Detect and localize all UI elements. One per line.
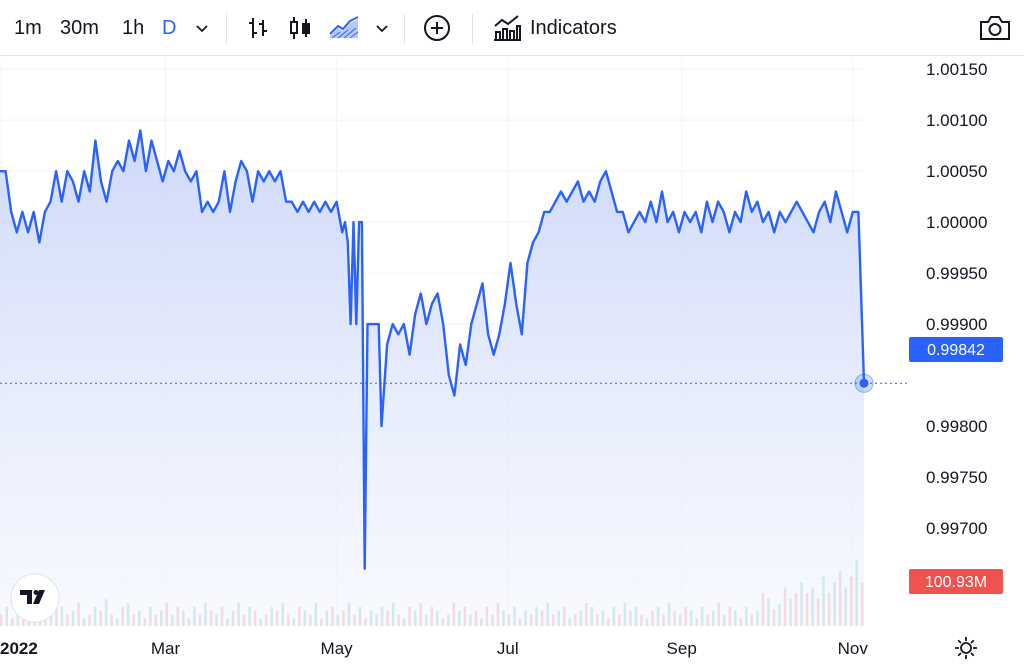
y-tick-label: 0.99800	[926, 417, 987, 436]
x-tick-label: Jul	[497, 639, 519, 658]
y-tick-label: 1.00150	[926, 60, 987, 79]
chevron-down-icon	[376, 25, 388, 33]
price-chart[interactable]: 1.00150 1.00100 1.00050 1.00000 0.99950 0.999…	[0, 56, 1024, 665]
y-tick-label: 1.00050	[926, 162, 987, 181]
interval-1h-button[interactable]: 1h	[122, 16, 145, 39]
x-tick-label: Sep	[667, 639, 697, 658]
y-tick-label: 0.99700	[926, 519, 987, 538]
y-tick-label: 0.99950	[926, 264, 987, 283]
chevron-down-icon	[196, 25, 208, 33]
last-price-marker	[859, 378, 869, 388]
interval-30m-button[interactable]: 30m	[60, 16, 99, 39]
price-area-fill	[0, 130, 864, 626]
toolbar-divider	[472, 14, 473, 44]
svg-text:100.93M: 100.93M	[925, 574, 987, 591]
volume-label: 100.93M	[909, 569, 1003, 594]
bar-chart-type-button[interactable]	[244, 0, 272, 56]
bar-chart-icon	[249, 18, 267, 38]
snapshot-button[interactable]	[978, 0, 1012, 56]
last-price-label: 0.99842	[909, 337, 1003, 362]
interval-dropdown-button[interactable]	[194, 0, 210, 56]
indicators-button[interactable]: Indicators	[492, 0, 617, 56]
toolbar-divider	[404, 14, 405, 44]
indicators-label: Indicators	[530, 16, 617, 39]
gear-icon	[955, 637, 977, 659]
camera-icon	[980, 16, 1010, 40]
y-tick-label: 1.00000	[926, 213, 987, 232]
chart-area: 1.00150 1.00100 1.00050 1.00000 0.99950 0.999…	[0, 56, 1024, 665]
y-tick-label: 1.00100	[926, 111, 987, 130]
plus-circle-icon	[424, 15, 450, 41]
area-chart-icon	[329, 16, 359, 39]
compare-symbol-button[interactable]	[422, 0, 452, 56]
chart-type-dropdown-button[interactable]	[374, 0, 390, 56]
price-line	[0, 129, 866, 570]
settings-button[interactable]	[955, 637, 977, 659]
y-tick-label: 0.99900	[926, 315, 987, 334]
indicators-icon	[494, 15, 521, 41]
x-tick-label: May	[321, 639, 354, 658]
area-chart-type-button[interactable]	[328, 0, 360, 56]
svg-text:0.99842: 0.99842	[927, 342, 985, 359]
x-tick-label: Nov	[838, 639, 869, 658]
interval-d-button[interactable]: D	[162, 16, 177, 39]
y-tick-label: 0.99750	[926, 468, 987, 487]
x-tick-label: Mar	[151, 639, 181, 658]
x-tick-label: 2022	[0, 639, 38, 658]
chart-toolbar: 1m 30m 1h D	[0, 0, 1024, 56]
candlestick-chart-type-button[interactable]	[286, 0, 314, 56]
toolbar-divider	[226, 14, 227, 44]
interval-1m-button[interactable]: 1m	[14, 16, 42, 39]
candlestick-icon	[290, 17, 310, 39]
tradingview-logo[interactable]	[10, 573, 60, 623]
